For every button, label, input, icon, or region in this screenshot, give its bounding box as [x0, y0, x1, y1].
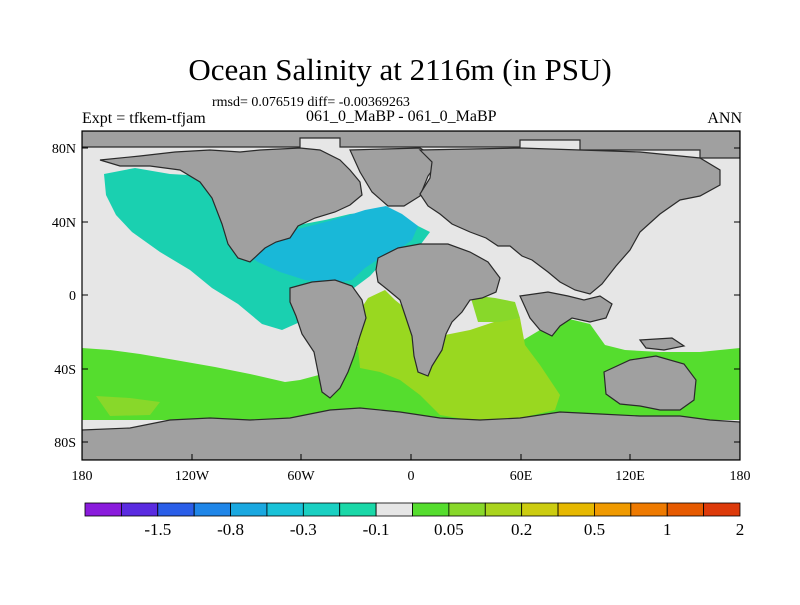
north-pacific-teal — [104, 168, 300, 330]
south-pacific-patch — [96, 396, 160, 416]
colorbar-label: 2 — [736, 520, 745, 539]
land-antarctica — [82, 407, 740, 460]
colorbar-labels: -1.5 -0.8 -0.3 -0.1 0.05 0.2 0.5 1 2 — [144, 520, 744, 539]
land-africa — [375, 243, 501, 377]
colorbar-box — [557, 502, 595, 517]
salinity-field — [82, 168, 740, 420]
experiment-label: Expt = tfkem-tfjam — [82, 110, 206, 127]
season-label: ANN — [707, 110, 742, 127]
lat-labels: 80N 40N 0 40S 80S — [52, 142, 76, 451]
colorbar-box — [666, 502, 705, 517]
colorbar-label: 1 — [663, 520, 672, 539]
lon-label: 120E — [615, 469, 645, 484]
colorbar-label: 0.2 — [511, 520, 532, 539]
lat-label: 80N — [52, 142, 76, 157]
colorbar-label: -0.8 — [217, 520, 244, 539]
colorbar-box — [339, 502, 377, 517]
land-australia — [603, 355, 697, 411]
lon-tick-marks — [81, 454, 741, 460]
colorbar-box — [521, 502, 559, 517]
colorbar-box — [484, 502, 523, 517]
lat-label: 0 — [69, 289, 76, 304]
land-north-america — [99, 147, 363, 263]
lon-label: 60W — [287, 469, 315, 484]
arabian-green — [470, 295, 520, 322]
colorbar-box — [630, 502, 668, 517]
colorbar-label: -0.1 — [363, 520, 390, 539]
lat-label: 80S — [54, 436, 76, 451]
colorbar-box — [594, 502, 632, 517]
rmsd-diff-stats: rmsd= 0.076519 diff= -0.00369263 — [212, 95, 410, 110]
colorbar-box — [193, 502, 231, 517]
colorbar-box — [157, 502, 195, 517]
land-new-guinea — [638, 337, 686, 351]
indian-ocean-yellowgreen — [355, 290, 560, 420]
lon-labels: 180 120W 60W 0 60E 120E 180 — [72, 469, 751, 484]
colorbar-box — [230, 502, 268, 517]
lat-label: 40S — [54, 363, 76, 378]
lon-label: 180 — [730, 469, 751, 484]
lat-label: 40N — [52, 216, 76, 231]
colorbar — [84, 502, 741, 517]
colorbar-box — [120, 502, 159, 517]
land-eurasia — [418, 147, 721, 295]
colorbar-label: -0.3 — [290, 520, 317, 539]
colorbar-box — [302, 502, 341, 517]
lon-label: 180 — [72, 469, 93, 484]
case-comparison-label: 061_0_MaBP - 061_0_MaBP — [306, 108, 497, 125]
lon-label: 0 — [408, 469, 415, 484]
lat-tick-marks — [82, 147, 740, 443]
land-arctic — [82, 131, 740, 159]
plot-title: Ocean Salinity at 2116m (in PSU) — [188, 52, 612, 87]
land-masses — [82, 131, 740, 460]
land-south-asia — [519, 291, 613, 337]
lon-label: 60E — [510, 469, 533, 484]
colorbar-box — [703, 502, 741, 517]
colorbar-box — [266, 502, 304, 517]
colorbar-box — [412, 502, 450, 517]
colorbar-label: -1.5 — [144, 520, 171, 539]
colorbar-label: 0.05 — [434, 520, 464, 539]
lon-label: 120W — [175, 469, 210, 484]
land-south-america — [289, 279, 367, 399]
colorbar-box — [375, 502, 413, 517]
colorbar-box — [84, 502, 122, 517]
colorbar-label: 0.5 — [584, 520, 605, 539]
atlantic-cyan — [240, 206, 418, 284]
colorbar-box — [448, 502, 486, 517]
